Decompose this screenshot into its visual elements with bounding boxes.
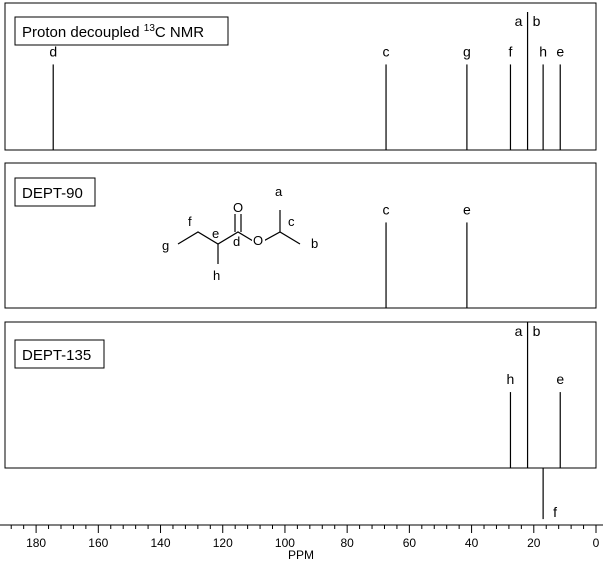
panel-frame	[4, 2, 597, 151]
peak-label-g: g	[463, 43, 471, 59]
tick-label: 0	[593, 536, 600, 550]
molecule-carbonyl-oxygen: O	[233, 200, 243, 215]
molecule-label-f: f	[188, 214, 192, 229]
panel-frame	[4, 162, 597, 309]
ppm-axis: 180 160 140 120 100 80 60 40 20 0 PPM	[0, 524, 603, 562]
peak-label-b: b	[533, 323, 541, 339]
peak-group: d c g f h e a b	[49, 12, 564, 150]
peak-group: a b h e f	[507, 322, 564, 520]
tick-label: 40	[465, 536, 479, 550]
molecule-label-c: c	[288, 214, 295, 229]
peak-label-f: f	[509, 43, 513, 59]
panel-dept-135: DEPT-135 a b h e f	[4, 321, 597, 520]
panel-frame	[4, 321, 597, 469]
peak-label-c: c	[383, 201, 390, 217]
molecule-label-e: e	[212, 226, 219, 241]
peak-label-f: f	[553, 504, 557, 520]
molecule-label-g: g	[162, 238, 169, 253]
tick-label: 120	[213, 536, 233, 550]
peak-label-b: b	[533, 13, 541, 29]
molecule-ester-oxygen: O	[253, 233, 263, 248]
tick-label: 100	[275, 536, 295, 550]
axis-ticks: 180 160 140 120 100 80 60 40 20 0	[10, 525, 600, 550]
peak-label-a: a	[515, 323, 523, 339]
tick-label: 180	[26, 536, 46, 550]
peak-label-e: e	[556, 43, 564, 59]
molecule-label-mask	[252, 232, 265, 247]
peak-label-e: e	[463, 201, 471, 217]
panel-title: DEPT-135	[22, 347, 91, 364]
molecule-structure: O O a b c d e f g h	[162, 184, 318, 283]
peak-label-c: c	[383, 43, 390, 59]
peak-label-e: e	[556, 371, 564, 387]
panel-title-box	[14, 16, 229, 46]
tick-label: 140	[151, 536, 171, 550]
panel-title-box	[14, 339, 105, 369]
molecule-label-a: a	[275, 184, 283, 199]
panel-title: Proton decoupled 13C NMR	[22, 23, 204, 41]
peak-label-a: a	[515, 13, 523, 29]
panel-title-box	[14, 177, 96, 207]
peak-label-h: h	[539, 43, 547, 59]
peak-label-h: h	[507, 371, 515, 387]
molecule-label-b: b	[311, 236, 318, 251]
molecule-label-h: h	[213, 268, 220, 283]
tick-label: 60	[403, 536, 417, 550]
molecule-label-d: d	[233, 234, 240, 249]
panel-title: DEPT-90	[22, 185, 83, 202]
peak-label-d: d	[49, 43, 57, 59]
x-axis-title: PPM	[288, 548, 314, 562]
tick-label: 80	[340, 536, 354, 550]
tick-label: 20	[527, 536, 541, 550]
tick-label: 160	[88, 536, 108, 550]
panel-proton-decoupled: Proton decoupled 13C NMR d c g f h e a b	[4, 2, 597, 151]
